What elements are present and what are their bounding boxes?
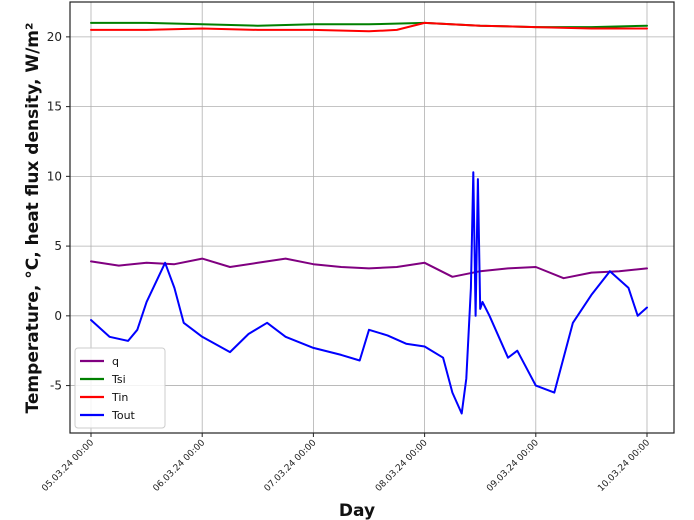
x-tick-label: 07.03.24 00:00 <box>263 438 319 494</box>
legend-label-tout: Tout <box>111 409 136 422</box>
series-lines <box>90 21 648 415</box>
plot-frame <box>69 1 675 434</box>
x-tick-label: 10.03.24 00:00 <box>596 438 652 494</box>
y-axis-ticks: -5 0 5 10 15 20 <box>47 30 70 393</box>
y-axis-title: Temperature, °C, heat flux density, W/m² <box>23 23 43 414</box>
x-tick-label: 08.03.24 00:00 <box>374 438 430 494</box>
y-tick-label: 5 <box>54 239 62 253</box>
x-axis-title: Day <box>339 501 375 520</box>
series-line-tsi <box>90 21 648 29</box>
y-tick-label: 0 <box>54 309 62 323</box>
legend-label-tin: Tin <box>111 391 128 404</box>
x-tick-label: 06.03.24 00:00 <box>152 438 208 494</box>
x-tick-label: 05.03.24 00:00 <box>40 438 96 494</box>
legend: q Tsi Tin Tout <box>74 347 166 429</box>
y-tick-label: 15 <box>47 100 62 114</box>
y-tick-label: -5 <box>50 379 62 393</box>
legend-label-tsi: Tsi <box>111 373 126 386</box>
series-line-tin <box>90 21 648 33</box>
y-tick-label: 10 <box>47 169 62 183</box>
y-tick-label: 20 <box>47 30 62 44</box>
series-line-tout <box>90 171 648 415</box>
x-tick-label: 09.03.24 00:00 <box>485 438 541 494</box>
legend-box <box>74 347 166 429</box>
grid <box>70 2 674 433</box>
series-line-q <box>90 257 648 280</box>
legend-label-q: q <box>112 355 119 368</box>
x-axis-ticks: 05.03.24 00:00 06.03.24 00:00 07.03.24 00:… <box>40 433 652 494</box>
